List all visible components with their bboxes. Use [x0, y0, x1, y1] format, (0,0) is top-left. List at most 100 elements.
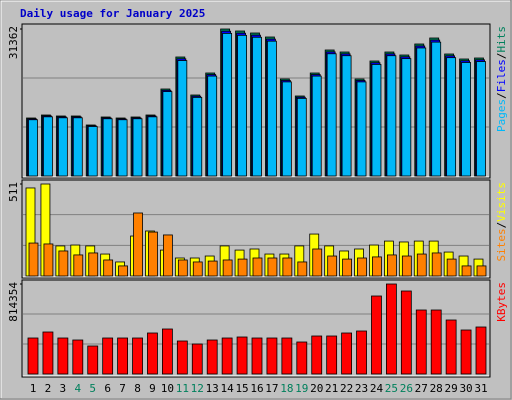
bar: [431, 41, 442, 177]
x-tick-label: 18: [280, 382, 293, 395]
chart-title: Daily usage for January 2025: [20, 7, 205, 20]
bar: [147, 116, 158, 177]
bar: [133, 212, 143, 277]
bar: [206, 339, 218, 375]
legend-entry: Sites: [495, 228, 508, 261]
bar: [57, 337, 69, 375]
x-tick-label: 8: [134, 382, 141, 395]
bar: [282, 257, 293, 277]
bar: [281, 337, 293, 375]
bar: [162, 234, 173, 277]
bar: [416, 47, 427, 177]
x-tick-label: 5: [89, 382, 96, 395]
bar: [267, 40, 277, 177]
bar: [445, 319, 457, 375]
bar: [117, 119, 128, 177]
bar: [43, 243, 54, 277]
x-tick-label: 31: [474, 382, 487, 395]
bar: [88, 252, 99, 277]
bar: [357, 257, 367, 277]
bar: [326, 53, 337, 177]
bar: [297, 261, 308, 277]
x-tick-label: 15: [235, 382, 248, 395]
bar: [341, 55, 352, 177]
bar: [237, 34, 247, 177]
bar: [162, 91, 173, 177]
x-tick-label: 3: [60, 382, 67, 395]
bar: [386, 55, 397, 177]
bar: [252, 257, 263, 277]
x-tick-label: 2: [45, 382, 52, 395]
bar: [43, 116, 53, 177]
bar: [192, 97, 203, 177]
bar: [461, 265, 472, 277]
x-tick-label: 28: [430, 382, 443, 395]
x-tick-label: 27: [415, 382, 428, 395]
bar: [27, 337, 39, 375]
bar: [356, 330, 367, 375]
legend: Pages/Files/Hits: [495, 26, 508, 132]
bar: [87, 126, 98, 177]
legend: Sites/Visits: [495, 182, 508, 262]
x-tick-label: 16: [250, 382, 263, 395]
bar: [312, 248, 323, 277]
legend-entry: Hits: [495, 26, 508, 53]
bar: [311, 335, 323, 375]
bar: [416, 253, 427, 277]
bar: [266, 337, 278, 375]
x-tick-label: 26: [400, 382, 413, 395]
bar: [222, 259, 233, 277]
bar: [372, 256, 382, 277]
bar: [461, 62, 471, 177]
bar: [342, 258, 353, 277]
legend-entry: KBytes: [495, 282, 508, 322]
bar: [132, 337, 143, 375]
bar: [118, 265, 128, 277]
bar: [446, 57, 457, 177]
x-tick-label: 14: [221, 382, 235, 395]
x-tick-label: 22: [340, 382, 353, 395]
bar: [400, 290, 412, 375]
x-tick-label: 24: [370, 382, 384, 395]
bar: [341, 332, 353, 375]
y-tick-label: 31362: [7, 26, 20, 59]
bar: [103, 259, 114, 277]
bar: [58, 250, 69, 277]
bar: [252, 36, 262, 177]
legend-entry: Files: [495, 59, 508, 92]
bar: [222, 33, 233, 177]
bar: [401, 255, 412, 277]
bar: [327, 255, 338, 277]
bar: [415, 309, 427, 375]
x-tick-label: 21: [325, 382, 338, 395]
bar: [73, 254, 84, 277]
x-tick-label: 30: [459, 382, 472, 395]
bar: [176, 340, 188, 375]
legend-separator: /: [495, 92, 508, 99]
bar: [221, 337, 233, 375]
x-tick-label: 20: [310, 382, 323, 395]
y-tick-label: 511: [7, 182, 20, 202]
legend-separator: /: [495, 222, 508, 229]
x-tick-label: 7: [119, 382, 126, 395]
x-tick-label: 12: [191, 382, 204, 395]
bar: [476, 61, 486, 177]
legend-entry: Pages: [495, 99, 508, 132]
bar: [28, 119, 38, 177]
bar: [296, 97, 307, 177]
x-tick-label: 29: [445, 382, 458, 395]
bar: [207, 75, 218, 177]
bar: [72, 117, 83, 177]
bar: [401, 58, 412, 177]
bar: [191, 343, 203, 375]
bar: [251, 337, 263, 375]
bar: [371, 295, 382, 375]
bar: [117, 337, 128, 375]
bar: [267, 257, 278, 277]
bar: [161, 328, 173, 375]
bar: [430, 309, 442, 375]
x-tick-label: 13: [206, 382, 219, 395]
legend: KBytes: [495, 282, 508, 322]
